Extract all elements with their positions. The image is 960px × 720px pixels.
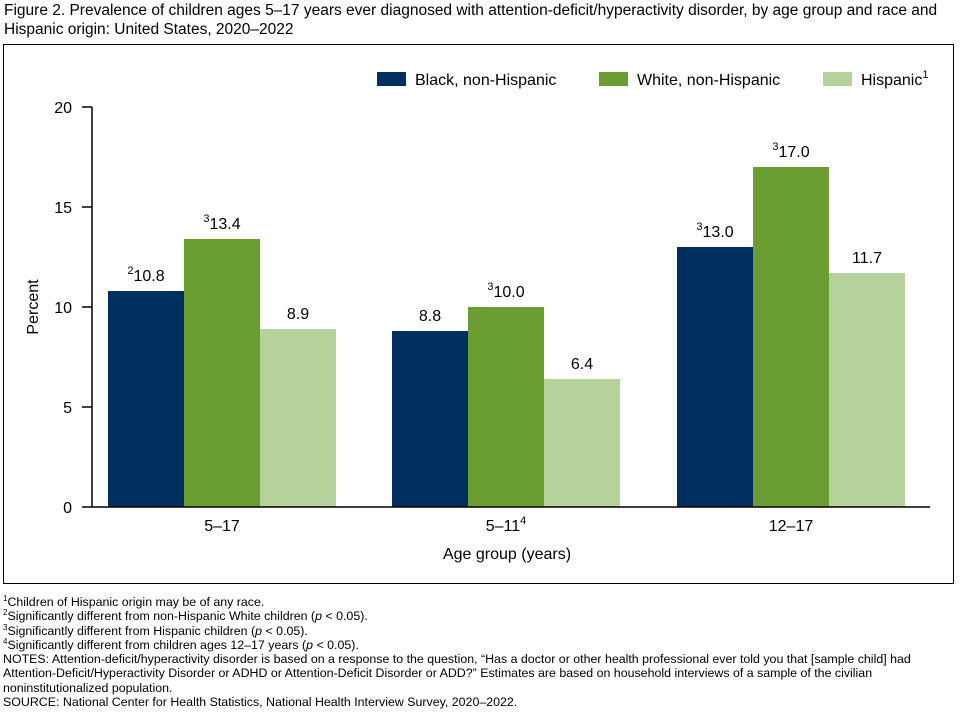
footnote-3: 3Significantly different from Hispanic c… xyxy=(3,622,957,638)
bar-value-label-sup: 2 xyxy=(127,265,133,277)
footnote-3-p: p xyxy=(255,623,263,638)
y-tick-label: 10 xyxy=(54,300,72,317)
legend-entry-sup: 1 xyxy=(922,69,928,81)
bar-value-label: 313.4 xyxy=(203,213,240,233)
x-axis: 5–17 5–114 12–17 xyxy=(92,506,930,535)
bar-value-label-sup: 3 xyxy=(487,281,493,293)
footnote-4: 4Significantly different from children a… xyxy=(3,636,957,652)
bar xyxy=(544,379,620,507)
legend-entry: White, non-Hispanic xyxy=(637,72,780,89)
x-tick-label-sup: 4 xyxy=(520,515,526,527)
figure-title: Figure 2. Prevalence of children ages 5–… xyxy=(4,2,938,38)
bar-value-label-sup: 3 xyxy=(696,221,702,233)
y-tick-label: 0 xyxy=(63,500,72,517)
legend-swatch xyxy=(823,72,852,86)
bar-value-label: 317.0 xyxy=(772,141,809,161)
footnote-2-marker: 2 xyxy=(3,608,8,618)
y-axis-title: Percent xyxy=(25,279,42,335)
bar-value-label: 11.7 xyxy=(852,250,882,267)
y-axis: 0 5 10 15 20 xyxy=(54,100,93,517)
legend-entry: Black, non-Hispanic xyxy=(415,72,556,89)
legend: Black, non-Hispanic White, non-Hispanic Hi… xyxy=(377,69,928,89)
bar-value-label: 310.0 xyxy=(487,281,524,301)
y-tick-label: 5 xyxy=(63,400,72,417)
footnote-3-marker: 3 xyxy=(3,622,8,632)
bar-chart: Black, non-Hispanic White, non-Hispanic Hi… xyxy=(25,69,930,563)
y-tick-label: 20 xyxy=(54,100,72,117)
x-tick-label: 5–114 xyxy=(486,515,527,535)
notes-text: NOTES: Attention-deficit/hyperactivity d… xyxy=(3,652,911,695)
bar-value-label-sup: 3 xyxy=(203,213,209,225)
source-text: SOURCE: National Center for Health Stati… xyxy=(3,695,518,710)
bar-value-label-main: 13.0 xyxy=(702,224,733,241)
footnote-1-marker: 1 xyxy=(3,594,8,603)
footnote-1: 1Children of Hispanic origin may be of a… xyxy=(3,594,957,610)
bar-value-label-main: 17.0 xyxy=(778,144,809,161)
footnote-4-p: p xyxy=(306,637,314,652)
footnote-1-text: Children of Hispanic origin may be of an… xyxy=(7,595,265,609)
bar xyxy=(184,239,260,507)
legend-swatch xyxy=(599,72,628,86)
bar xyxy=(392,331,468,507)
bar-value-label-sup: 3 xyxy=(772,141,778,153)
bar-value-label-main: 13.4 xyxy=(209,216,240,233)
x-tick-label: 12–17 xyxy=(769,518,814,535)
y-tick-label: 15 xyxy=(54,200,72,217)
footnote-4-tail: < 0.05). xyxy=(313,637,359,652)
bar-value-label-main: 10.8 xyxy=(133,268,164,285)
footnote-3-text: Significantly different from Hispanic ch… xyxy=(7,623,256,638)
bar xyxy=(677,247,753,507)
chart-frame xyxy=(3,44,954,584)
legend-entry: Hispanic1 xyxy=(861,69,928,89)
bar-value-label: 8.8 xyxy=(419,308,441,325)
footnote-4-marker: 4 xyxy=(3,636,8,646)
x-axis-title: Age group (years) xyxy=(443,546,571,563)
footnote-2-p: p xyxy=(315,609,322,624)
footnote-2-tail: < 0.05). xyxy=(321,609,368,624)
bar xyxy=(468,307,544,507)
footnote-2-text: Significantly different from non-Hispani… xyxy=(7,609,316,624)
footnote-3-tail: < 0.05). xyxy=(262,623,308,638)
bar-value-label: 6.4 xyxy=(571,356,593,373)
legend-swatch xyxy=(377,72,406,86)
footnote-2: 2Significantly different from non-Hispan… xyxy=(3,608,957,624)
bar-value-label: 210.8 xyxy=(127,265,164,285)
bar-value-label: 8.9 xyxy=(287,306,309,323)
x-tick-label: 5–17 xyxy=(204,518,240,535)
footnotes: 1Children of Hispanic origin may be of a… xyxy=(3,594,957,710)
bar xyxy=(829,273,905,507)
bar xyxy=(260,329,336,507)
bar-value-label: 313.0 xyxy=(696,221,733,241)
bar xyxy=(753,167,829,507)
bar-value-label-main: 10.0 xyxy=(493,284,524,301)
bar xyxy=(108,291,184,507)
footnote-4-text: Significantly different from children ag… xyxy=(7,637,307,652)
